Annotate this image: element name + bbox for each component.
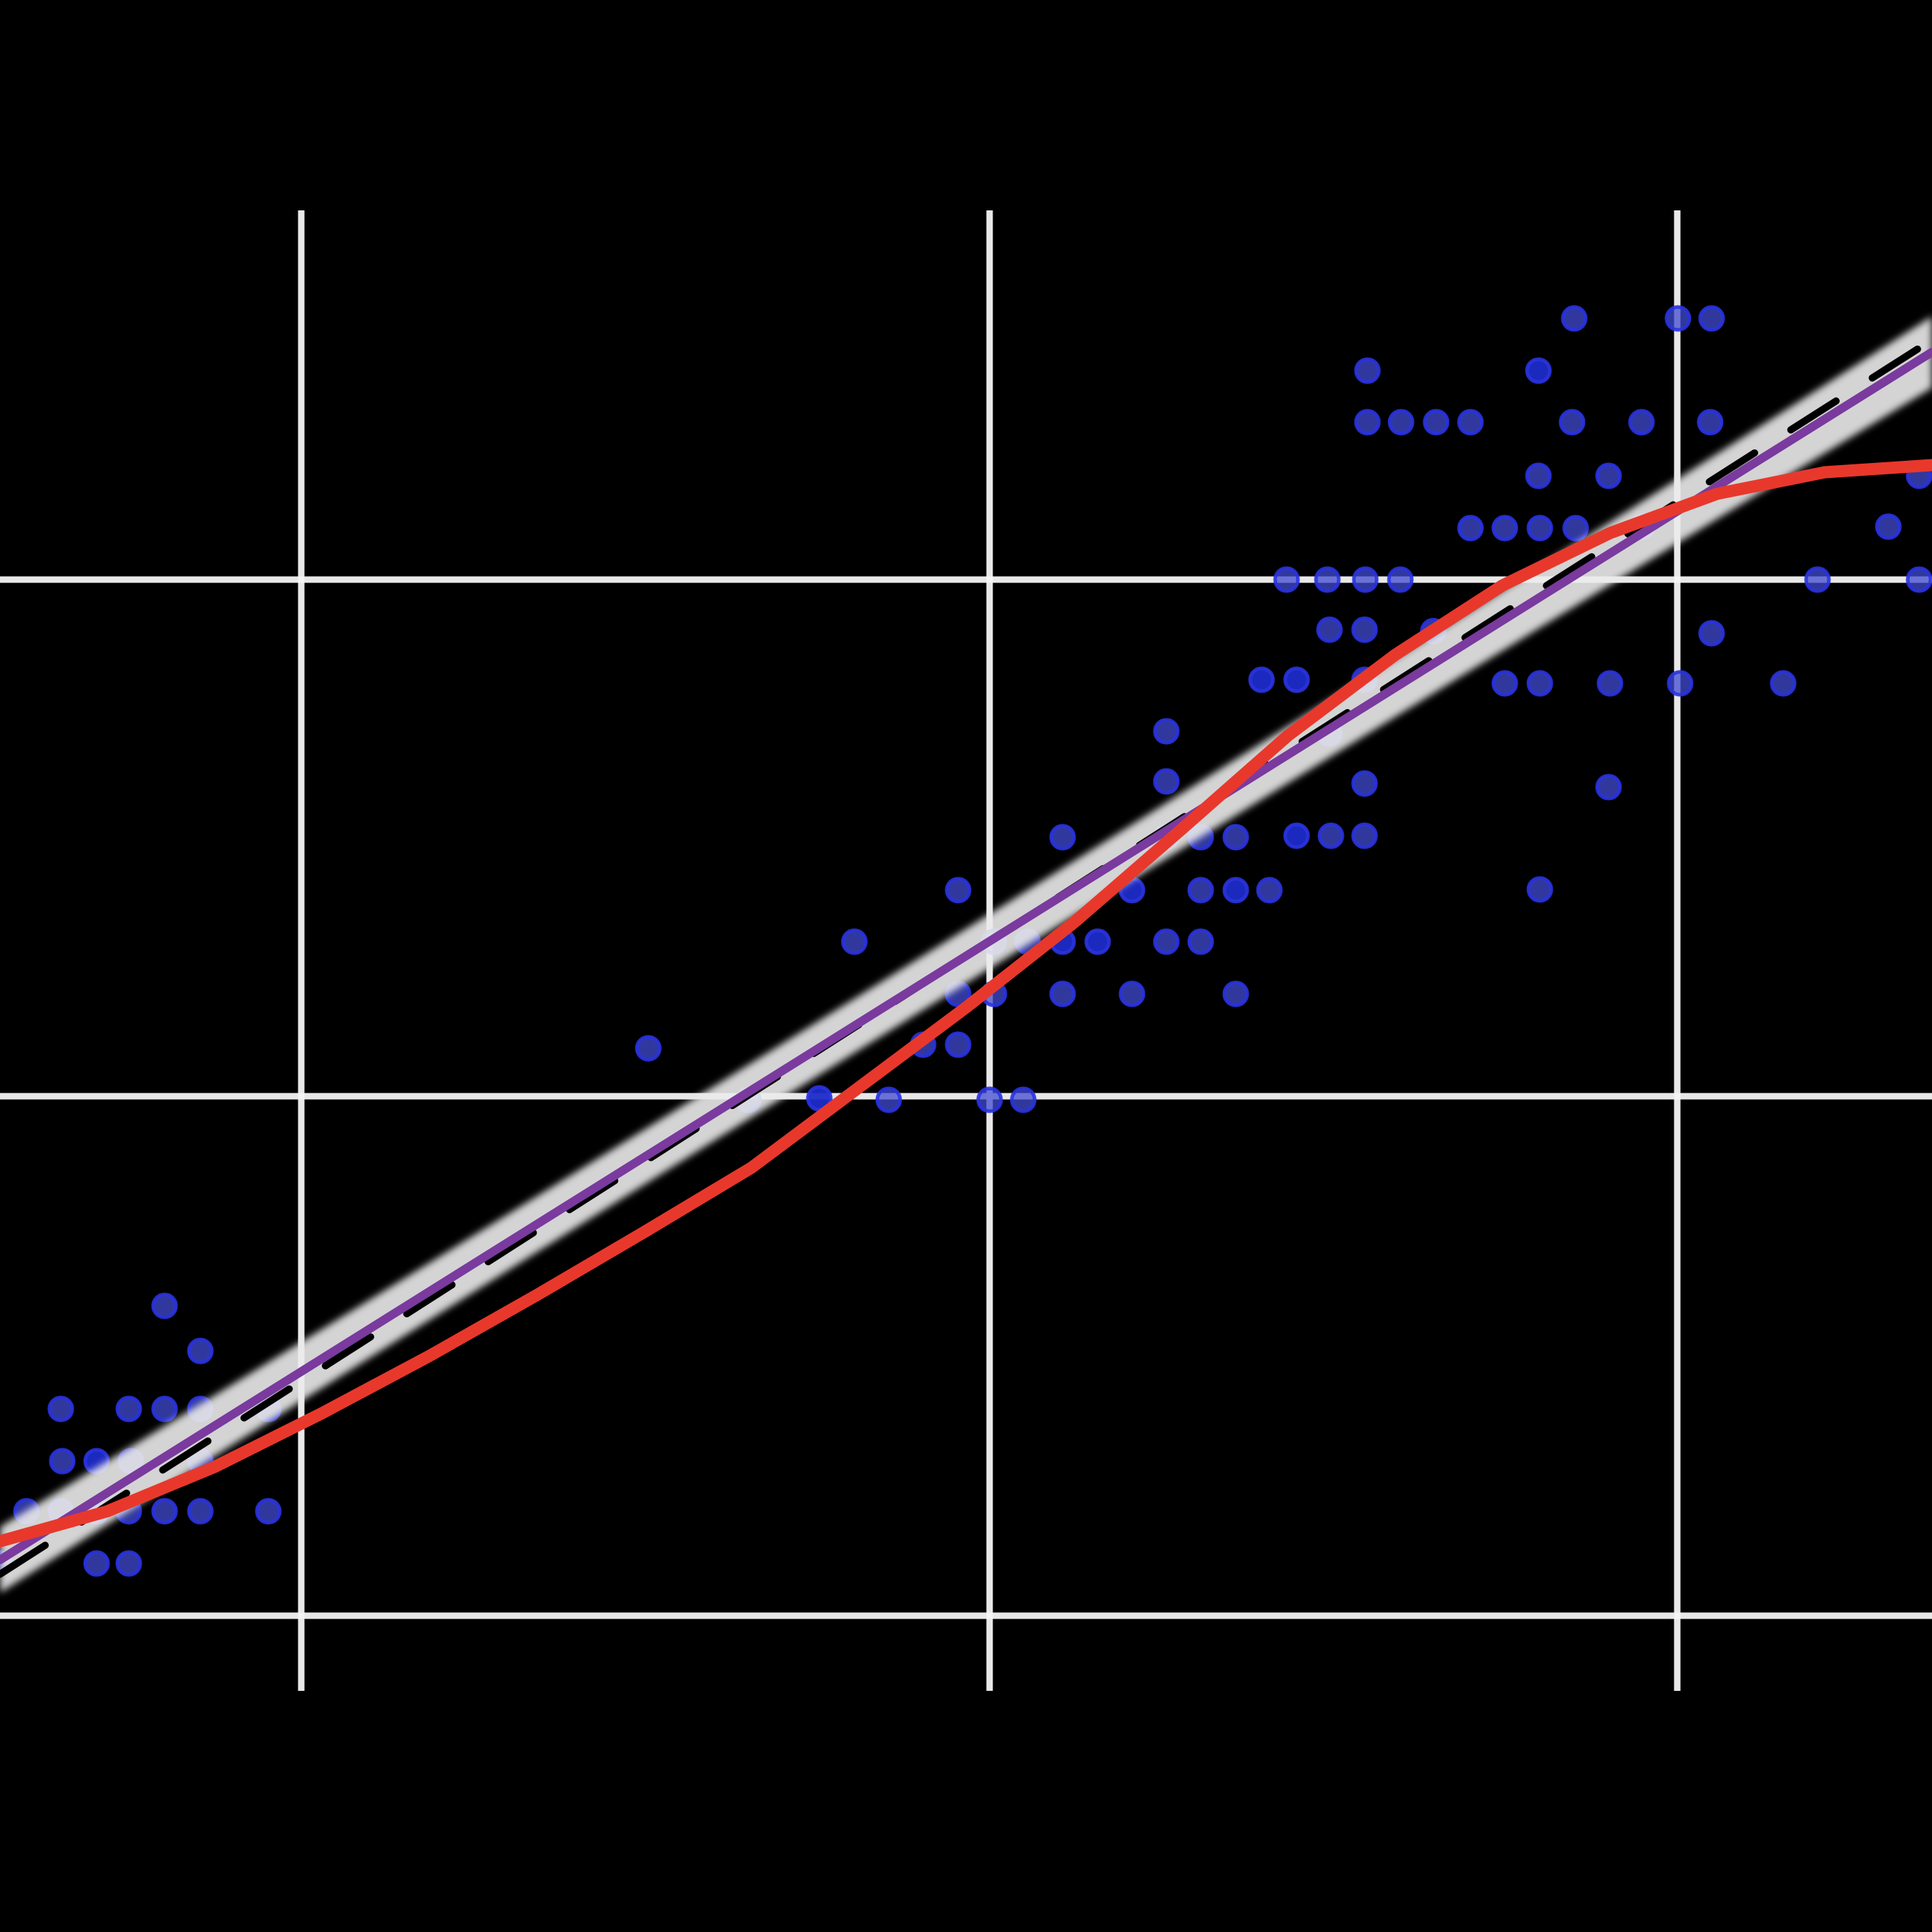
data-point: [1667, 670, 1694, 697]
loess-curve: [0, 459, 1932, 1548]
data-point: [187, 1337, 214, 1365]
data-point: [945, 877, 972, 904]
data-point: [1352, 566, 1379, 593]
data-point: [1153, 718, 1180, 745]
data-point: [1423, 409, 1450, 436]
data-point: [1906, 566, 1932, 593]
data-point: [1354, 409, 1381, 436]
data-point: [1491, 514, 1518, 542]
data-point: [1316, 616, 1343, 643]
data-point: [1314, 566, 1341, 593]
data-point: [187, 1498, 214, 1525]
data-point: [1010, 1086, 1037, 1113]
data-point: [1698, 620, 1725, 647]
data-point: [635, 1035, 662, 1062]
data-point: [1222, 824, 1249, 851]
data-point: [1558, 409, 1586, 436]
data-point: [1804, 566, 1831, 593]
data-point: [1118, 980, 1146, 1008]
data-point: [1698, 305, 1725, 332]
data-point: [1596, 670, 1624, 697]
data-point: [1153, 768, 1180, 795]
data-point: [1875, 513, 1902, 540]
data-point: [1153, 928, 1180, 955]
data-point: [49, 1448, 76, 1475]
linear-fit-line: [0, 348, 1932, 1564]
data-point: [1351, 822, 1378, 849]
data-point: [1256, 877, 1283, 904]
data-point: [1526, 876, 1553, 903]
data-point-dark: [1283, 666, 1310, 693]
data-point: [1457, 514, 1484, 542]
data-point: [115, 1395, 142, 1423]
data-point: [1628, 409, 1655, 436]
data-point: [1222, 980, 1249, 1008]
data-point: [1664, 305, 1692, 332]
data-point: [1351, 770, 1378, 797]
loess-fit: [0, 459, 1932, 1548]
data-point: [1595, 774, 1622, 801]
data-point: [151, 1395, 178, 1423]
data-point-dark: [1525, 357, 1552, 384]
data-point: [1273, 566, 1300, 593]
data-point: [151, 1292, 178, 1319]
data-point: [1354, 357, 1381, 384]
data-point: [1187, 877, 1214, 904]
data-point: [875, 1086, 902, 1113]
data-point: [841, 928, 868, 955]
data-point: [1562, 514, 1589, 542]
data-point-dark: [1248, 666, 1275, 693]
data-point: [945, 1031, 972, 1058]
data-point: [1387, 566, 1414, 593]
data-point-dark: [1222, 877, 1249, 904]
data-point: [1525, 462, 1552, 489]
data-point: [151, 1498, 178, 1525]
data-point: [1595, 462, 1622, 489]
data-point: [1770, 670, 1797, 697]
data-point: [1317, 822, 1345, 849]
data-point: [255, 1498, 282, 1525]
data-point: [83, 1550, 110, 1577]
data-point: [115, 1550, 142, 1577]
data-point: [1049, 980, 1076, 1008]
data-point-dark: [1084, 928, 1111, 955]
data-point: [1049, 824, 1076, 851]
data-point: [1187, 928, 1214, 955]
data-point-dark: [1283, 822, 1310, 849]
data-point: [1351, 616, 1378, 643]
data-point: [47, 1395, 74, 1423]
data-point: [1491, 670, 1518, 697]
data-point: [1561, 305, 1588, 332]
linear-fit: [0, 348, 1932, 1564]
data-point: [1457, 409, 1484, 436]
data-point: [976, 1086, 1003, 1113]
data-point: [1526, 670, 1553, 697]
data-point: [1526, 514, 1553, 542]
data-point: [1697, 409, 1724, 436]
data-point: [1387, 409, 1415, 436]
